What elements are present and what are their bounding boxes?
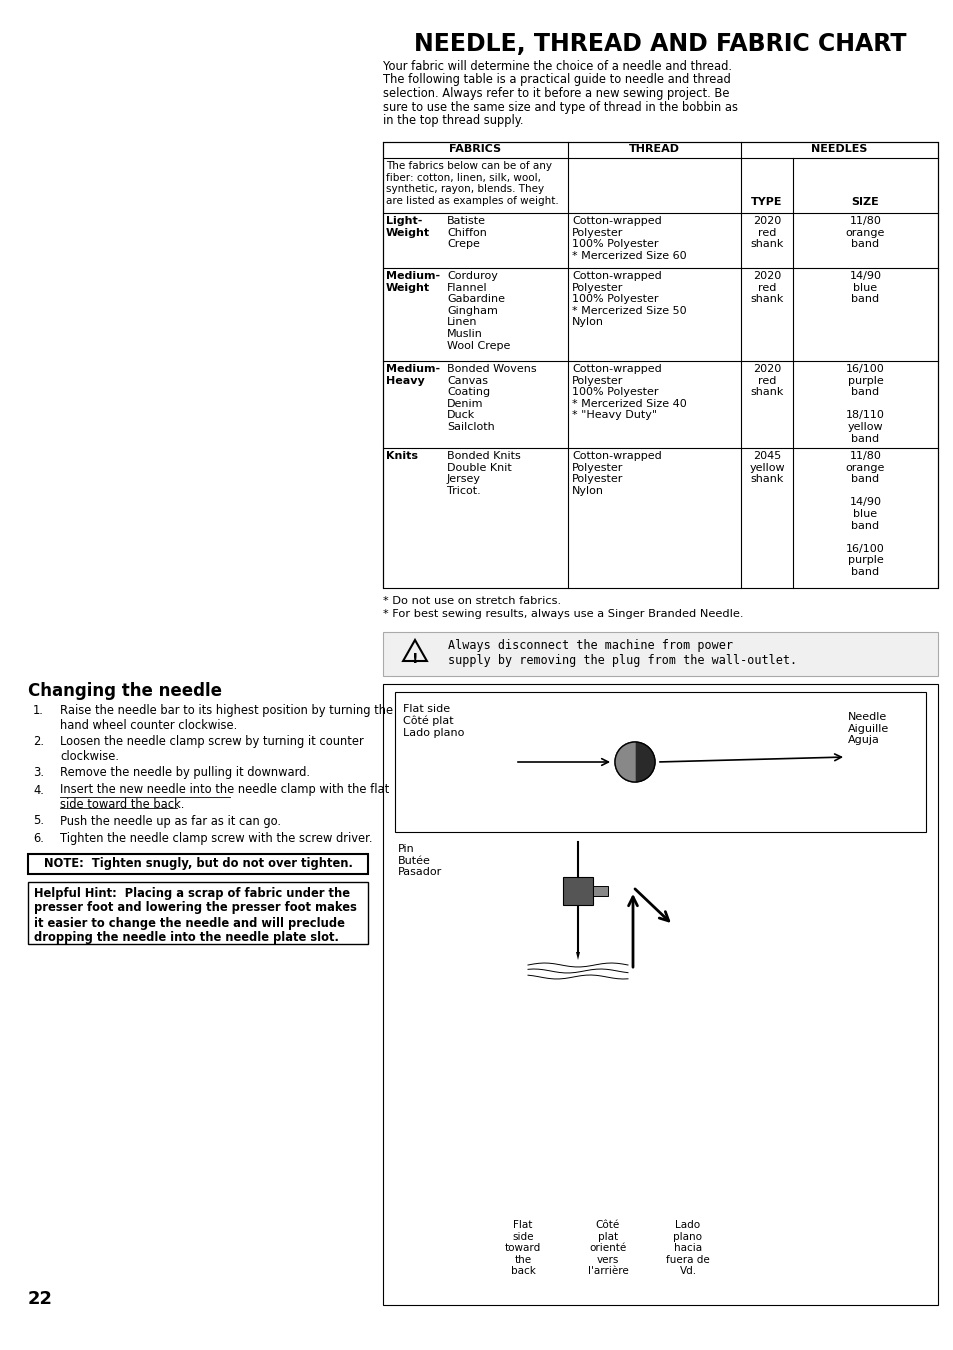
Wedge shape <box>615 743 635 782</box>
Text: * For best sewing results, always use a Singer Branded Needle.: * For best sewing results, always use a … <box>382 609 742 620</box>
Text: SIZE: SIZE <box>851 197 879 207</box>
Text: Cotton-wrapped
Polyester
100% Polyester
* Mercerized Size 50
Nylon: Cotton-wrapped Polyester 100% Polyester … <box>572 271 686 328</box>
Bar <box>28 882 368 944</box>
Text: Push the needle up as far as it can go.: Push the needle up as far as it can go. <box>60 814 281 828</box>
Text: 5.: 5. <box>33 814 44 828</box>
Text: Cotton-wrapped
Polyester
Polyester
Nylon: Cotton-wrapped Polyester Polyester Nylon <box>572 451 661 495</box>
Text: Helpful Hint:  Placing a scrap of fabric under the
presser foot and lowering the: Helpful Hint: Placing a scrap of fabric … <box>34 887 356 945</box>
Polygon shape <box>576 952 579 960</box>
Text: Remove the needle by pulling it downward.: Remove the needle by pulling it downward… <box>60 765 310 779</box>
Text: Cotton-wrapped
Polyester
100% Polyester
* Mercerized Size 40
* "Heavy Duty": Cotton-wrapped Polyester 100% Polyester … <box>572 364 686 420</box>
Text: Insert the new needle into the needle clamp with the flat
side toward the back.: Insert the new needle into the needle cl… <box>60 783 389 811</box>
Bar <box>562 878 593 904</box>
Text: THREAD: THREAD <box>628 144 679 154</box>
Text: Medium-
Weight: Medium- Weight <box>386 271 439 293</box>
Text: !: ! <box>412 652 417 666</box>
Bar <box>395 693 925 832</box>
Text: Loosen the needle clamp screw by turning it counter
clockwise.: Loosen the needle clamp screw by turning… <box>60 734 363 763</box>
Text: NEEDLES: NEEDLES <box>810 144 867 154</box>
Text: Pin
Butée
Pasador: Pin Butée Pasador <box>397 844 442 878</box>
Text: Raise the needle bar to its highest position by turning the
hand wheel counter c: Raise the needle bar to its highest posi… <box>60 703 393 732</box>
Text: Batiste
Chiffon
Crepe: Batiste Chiffon Crepe <box>447 216 486 250</box>
Text: Bonded Knits
Double Knit
Jersey
Tricot.: Bonded Knits Double Knit Jersey Tricot. <box>447 451 520 495</box>
Text: Lado
plano
hacia
fuera de
Vd.: Lado plano hacia fuera de Vd. <box>665 1220 709 1276</box>
Text: 22: 22 <box>28 1291 53 1308</box>
Text: Your fabric will determine the choice of a needle and thread.: Your fabric will determine the choice of… <box>382 59 731 73</box>
Text: Flat
side
toward
the
back: Flat side toward the back <box>504 1220 540 1276</box>
Text: 2020
red
shank: 2020 red shank <box>749 271 782 304</box>
Text: Light-
Weight: Light- Weight <box>386 216 430 238</box>
Text: Tighten the needle clamp screw with the screw driver.: Tighten the needle clamp screw with the … <box>60 832 372 845</box>
Text: Cotton-wrapped
Polyester
100% Polyester
* Mercerized Size 60: Cotton-wrapped Polyester 100% Polyester … <box>572 216 686 261</box>
Text: 1.: 1. <box>33 703 44 717</box>
Text: Flat side
Côté plat
Lado plano: Flat side Côté plat Lado plano <box>402 703 464 738</box>
Text: 2020
red
shank: 2020 red shank <box>749 216 782 250</box>
Text: 4.: 4. <box>33 783 44 796</box>
Bar <box>382 684 937 1305</box>
Text: FABRICS: FABRICS <box>449 144 501 154</box>
Text: 11/80
orange
band

14/90
blue
band

16/100
purple
band: 11/80 orange band 14/90 blue band 16/100… <box>845 451 884 576</box>
Bar <box>593 886 607 896</box>
Text: Côté
plat
orienté
vers
l'arrière: Côté plat orienté vers l'arrière <box>587 1220 628 1276</box>
Text: 6.: 6. <box>33 832 44 845</box>
Text: 16/100
purple
band

18/110
yellow
band: 16/100 purple band 18/110 yellow band <box>845 364 884 444</box>
Text: The fabrics below can be of any
fiber: cotton, linen, silk, wool,
synthetic, ray: The fabrics below can be of any fiber: c… <box>386 161 558 205</box>
Text: 2045
yellow
shank: 2045 yellow shank <box>748 451 784 485</box>
Text: Corduroy
Flannel
Gabardine
Gingham
Linen
Muslin
Wool Crepe: Corduroy Flannel Gabardine Gingham Linen… <box>447 271 510 351</box>
Bar <box>382 142 937 589</box>
Text: NEEDLE, THREAD AND FABRIC CHART: NEEDLE, THREAD AND FABRIC CHART <box>414 32 905 55</box>
Text: Changing the needle: Changing the needle <box>28 682 222 701</box>
Text: * Do not use on stretch fabrics.: * Do not use on stretch fabrics. <box>382 595 560 606</box>
Text: TYPE: TYPE <box>750 197 781 207</box>
Text: Medium-
Heavy: Medium- Heavy <box>386 364 439 386</box>
Bar <box>28 853 368 873</box>
Text: 14/90
blue
band: 14/90 blue band <box>848 271 881 304</box>
Text: selection. Always refer to it before a new sewing project. Be: selection. Always refer to it before a n… <box>382 86 729 100</box>
Text: Knits: Knits <box>386 451 417 460</box>
Circle shape <box>615 743 655 782</box>
Text: 3.: 3. <box>33 765 44 779</box>
Bar <box>382 632 937 676</box>
Text: 2.: 2. <box>33 734 44 748</box>
Text: in the top thread supply.: in the top thread supply. <box>382 113 523 127</box>
Text: Needle
Aiguille
Aguja: Needle Aiguille Aguja <box>847 711 888 745</box>
Text: Bonded Wovens
Canvas
Coating
Denim
Duck
Sailcloth: Bonded Wovens Canvas Coating Denim Duck … <box>447 364 536 432</box>
Text: 2020
red
shank: 2020 red shank <box>749 364 782 397</box>
Text: 11/80
orange
band: 11/80 orange band <box>845 216 884 250</box>
Text: NOTE:  Tighten snugly, but do not over tighten.: NOTE: Tighten snugly, but do not over ti… <box>44 856 352 869</box>
Text: sure to use the same size and type of thread in the bobbin as: sure to use the same size and type of th… <box>382 100 738 113</box>
Text: Always disconnect the machine from power
supply by removing the plug from the wa: Always disconnect the machine from power… <box>448 639 797 667</box>
Text: The following table is a practical guide to needle and thread: The following table is a practical guide… <box>382 73 730 86</box>
